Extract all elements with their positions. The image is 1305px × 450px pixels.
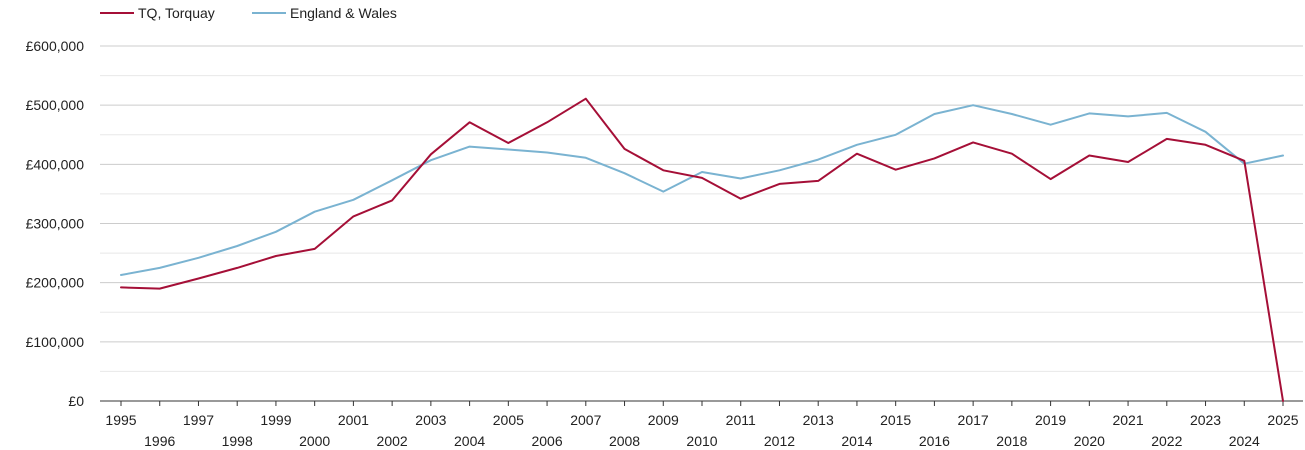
x-tick-label: 2007 <box>570 412 601 428</box>
x-tick-label: 2019 <box>1035 412 1066 428</box>
x-tick-label: 2024 <box>1229 433 1260 449</box>
x-tick-label: 2017 <box>958 412 989 428</box>
x-tick-label: 2010 <box>686 433 717 449</box>
x-tick-label: 2023 <box>1190 412 1221 428</box>
x-tick-label: 1995 <box>105 412 136 428</box>
x-tick-label: 2006 <box>531 433 562 449</box>
y-tick-label: £200,000 <box>26 275 85 291</box>
chart-legend: TQ, Torquay England & Wales <box>100 5 397 21</box>
x-tick-label: 1998 <box>222 433 253 449</box>
y-tick-label: £600,000 <box>26 38 85 54</box>
x-tick-label: 2001 <box>338 412 369 428</box>
x-tick-label: 2009 <box>648 412 679 428</box>
x-axis: 1995 1996 1997 1998 1999 2000 2001 2002 2003 2004… <box>100 400 1303 449</box>
y-tick-label: £100,000 <box>26 334 85 350</box>
x-tick-label: 2020 <box>1074 433 1105 449</box>
chart-grid <box>100 45 1303 402</box>
y-tick-label: £300,000 <box>26 216 85 232</box>
x-tick-label: 1999 <box>260 412 291 428</box>
x-tick-label: 2000 <box>299 433 330 449</box>
x-tick-label: 2022 <box>1151 433 1182 449</box>
x-tick-label: 2002 <box>377 433 408 449</box>
x-tick-label: 2003 <box>415 412 446 428</box>
series-line-england-wales <box>120 104 1284 276</box>
x-tick-label: 1996 <box>144 433 175 449</box>
y-tick-label: £400,000 <box>26 156 85 172</box>
y-tick-label: £0 <box>68 393 84 409</box>
y-axis: £0 £100,000 £200,000 £300,000 £400,000 £500,0… <box>26 38 85 409</box>
y-tick-label: £500,000 <box>26 97 85 113</box>
x-tick-label: 2004 <box>454 433 485 449</box>
x-tick-label: 2018 <box>996 433 1027 449</box>
x-tick-label: 2013 <box>803 412 834 428</box>
x-tick-label: 2014 <box>841 433 872 449</box>
x-tick-label: 1997 <box>183 412 214 428</box>
x-tick-label: 2008 <box>609 433 640 449</box>
x-tick-label: 2012 <box>764 433 795 449</box>
series-line-torquay <box>120 97 1284 402</box>
legend-label: TQ, Torquay <box>138 5 215 21</box>
plot-area <box>120 97 1284 402</box>
x-tick-label: 2016 <box>919 433 950 449</box>
x-tick-label: 2011 <box>726 412 756 428</box>
x-tick-label: 2005 <box>493 412 524 428</box>
x-tick-label: 2015 <box>880 412 911 428</box>
x-tick-label: 2025 <box>1267 412 1298 428</box>
legend-label: England & Wales <box>290 5 397 21</box>
x-tick-label: 2021 <box>1112 412 1143 428</box>
